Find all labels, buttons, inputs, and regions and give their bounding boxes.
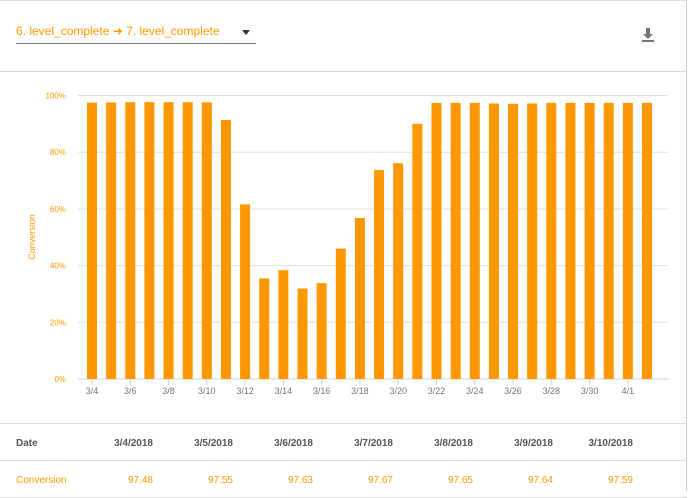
bar-3/7[interactable] [144,102,155,379]
x-tick-label: 3/14 [275,386,293,396]
conversion-cell: 97.67 [367,475,393,486]
x-tick-label: 3/24 [466,386,484,396]
bar-3/29[interactable] [565,102,576,379]
bar-3/14[interactable] [278,270,289,379]
bar-3/6[interactable] [125,102,136,380]
bar-3/16[interactable] [316,283,327,379]
x-tick-label: 3/22 [428,386,446,396]
date-column-header: 3/5/2018 [194,438,233,449]
x-tick-label: 3/16 [313,386,331,396]
bar-3/24[interactable] [469,102,480,379]
bar-3/15[interactable] [297,288,308,379]
date-column-header: 3/6/2018 [274,438,313,449]
table-header-row: Date 3/4/2018 3/5/2018 3/6/2018 3/7/2018 3/8… [0,423,687,460]
x-tick-label: 4/1 [622,386,635,396]
date-column-header: 3/10/2018 [588,438,634,449]
bar-4/2[interactable] [642,102,652,379]
y-tick-label: 80% [50,148,66,157]
download-icon[interactable] [641,27,655,43]
chevron-down-icon [242,30,250,35]
x-tick-label: 3/8 [162,386,175,396]
conversion-label: Conversion [16,475,67,486]
bar-3/13[interactable] [259,278,270,379]
date-header: Date [16,438,38,449]
date-column-header: 3/8/2018 [434,438,473,449]
x-tick-label: 3/18 [351,386,369,396]
bar-3/25[interactable] [488,103,499,380]
bar-3/18[interactable] [354,217,365,379]
bar-3/23[interactable] [450,102,461,379]
bar-3/9[interactable] [182,102,193,379]
table-row: Conversion 97.48 97.55 97.63 97.67 97.65 97.6… [0,460,687,498]
y-tick-label: 40% [50,262,66,271]
bar-3/11[interactable] [220,119,231,380]
conversion-cell: 97.48 [127,475,153,486]
data-table: Date 3/4/2018 3/5/2018 3/6/2018 3/7/2018 3/8… [0,423,687,498]
y-tick-label: 0% [54,375,66,384]
date-column-header: 3/7/2018 [354,438,393,449]
bar-3/20[interactable] [393,163,404,379]
date-column-header: 3/4/2018 [114,438,153,449]
bar-3/19[interactable] [374,170,385,379]
conversion-cell: 97.65 [447,475,473,486]
x-tick-label: 3/12 [236,386,254,396]
bar-3/26[interactable] [508,103,519,379]
bar-3/27[interactable] [527,103,538,380]
bar-3/31[interactable] [603,102,614,379]
date-column-header: 3/9/2018 [514,438,553,449]
bar-3/22[interactable] [431,102,442,379]
conversion-cell: 97.55 [207,475,233,486]
x-tick-label: 3/10 [198,386,216,396]
y-axis-title: Conversion [27,214,37,260]
y-tick-label: 20% [50,318,66,327]
bar-3/30[interactable] [584,102,595,379]
bar-3/21[interactable] [412,123,423,379]
bar-3/5[interactable] [106,102,117,380]
conversion-bar-chart: Conversion 0% 20% 40% 60% 80% 100% 3/4 3/6 3/8 3/… [27,92,668,396]
y-tick-label: 100% [46,92,66,101]
x-tick-label: 3/26 [504,386,522,396]
x-tick-label: 3/4 [86,386,99,396]
bar-3/28[interactable] [546,102,557,379]
bar-3/10[interactable] [201,102,212,380]
x-tick-label: 3/28 [543,386,561,396]
x-tick-label: 3/30 [581,386,599,396]
bar-3/8[interactable] [163,102,174,380]
panel-header: 6. level_complete ➜ 7. level_complete [0,0,687,72]
bar-3/4[interactable] [87,102,97,380]
y-tick-label: 60% [50,205,66,214]
conversion-cell: 97.59 [607,475,633,486]
conversion-cell: 97.64 [527,475,553,486]
x-tick-label: 3/20 [389,386,407,396]
conversion-cell: 97.63 [287,475,313,486]
bar-3/12[interactable] [240,204,251,379]
step-selector-value: 6. level_complete ➜ 7. level_complete [16,24,220,38]
step-selector-dropdown[interactable]: 6. level_complete ➜ 7. level_complete [16,22,256,44]
bar-3/17[interactable] [335,248,346,379]
bar-4/1[interactable] [622,102,633,379]
x-tick-label: 3/6 [124,386,137,396]
